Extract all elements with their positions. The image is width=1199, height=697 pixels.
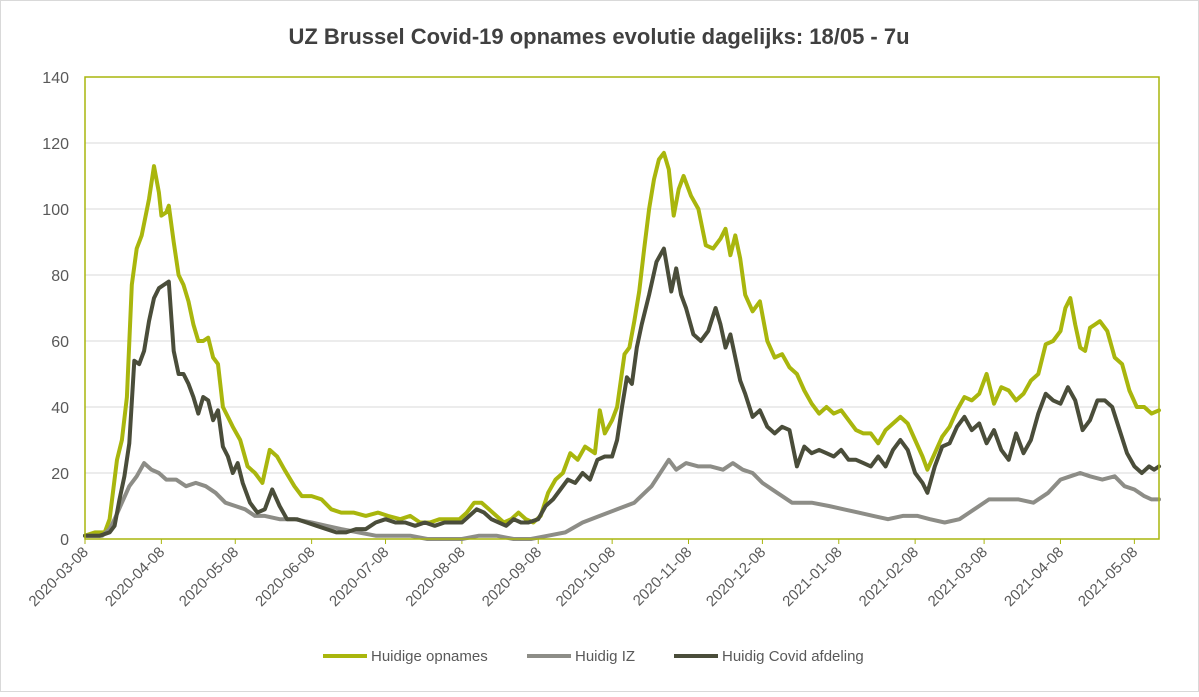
legend: Huidige opnames Huidig IZ Huidig Covid afd… [323, 648, 864, 665]
legend-label: Huidig Covid afdeling [722, 648, 864, 665]
legend-label: Huidige opnames [371, 648, 488, 665]
y-tick-label: 20 [51, 466, 69, 483]
series-line-2 [83, 246, 1161, 538]
y-tick-label: 140 [42, 70, 69, 87]
series-lines [83, 150, 1161, 541]
y-tick-label: 80 [51, 268, 69, 285]
chart-title: UZ Brussel Covid-19 opnames evolutie dag… [288, 24, 909, 49]
y-tick-label: 120 [42, 136, 69, 153]
series-line-1 [83, 457, 1161, 541]
y-tick-label: 100 [42, 202, 69, 219]
y-tick-label: 60 [51, 334, 69, 351]
plot-area-border [84, 76, 1160, 540]
y-tick-label: 0 [60, 532, 69, 549]
series-line-0 [83, 150, 1161, 538]
legend-label: Huidig IZ [575, 648, 635, 665]
y-tick-label: 40 [51, 400, 69, 417]
y-axis-tick-labels: 0 20 40 60 80 100 120 140 [42, 70, 69, 549]
